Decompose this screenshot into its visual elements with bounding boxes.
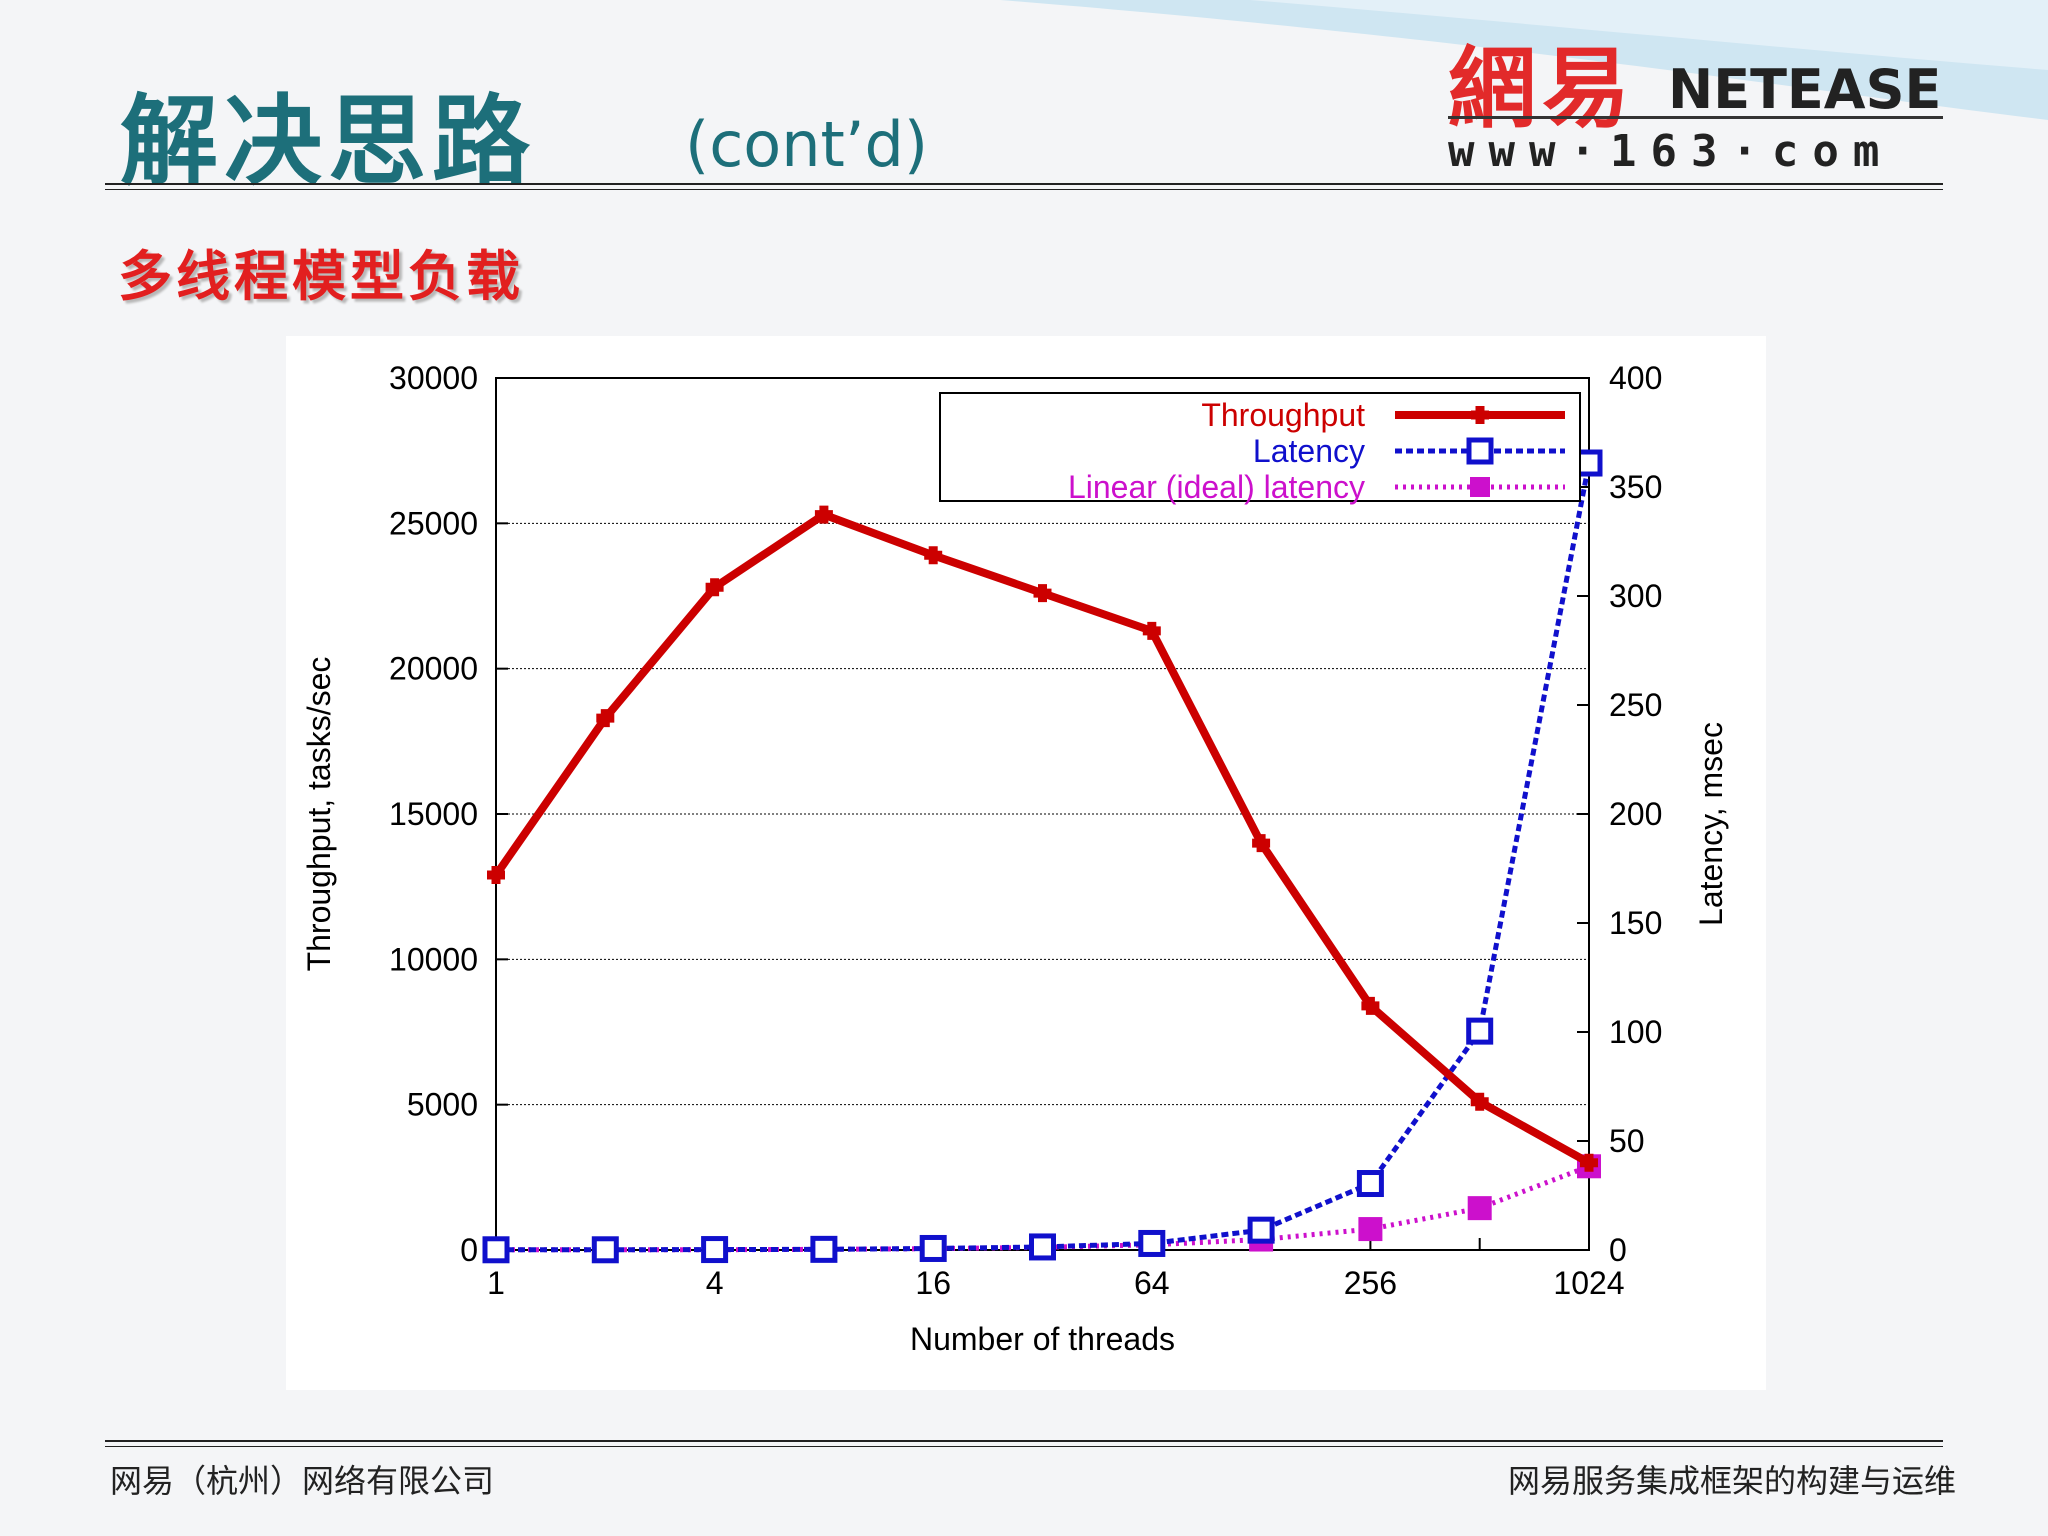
series-throughput: [487, 505, 1598, 1172]
series-layer: [482, 449, 1603, 1264]
data-point: [1029, 1233, 1056, 1261]
y2-tick-label: 100: [1609, 1014, 1662, 1050]
throughput-latency-chart: 0 5000 10000 15000 20000 25000 30000 0 50 100 150 2…: [301, 360, 1729, 1357]
y2-tick-label: 350: [1609, 469, 1662, 505]
data-point: [919, 1234, 947, 1262]
logo-english: NETEASE: [1668, 58, 1942, 121]
data-point: [810, 1235, 838, 1263]
x-axis-label: Number of threads: [910, 1321, 1175, 1357]
y-tick-label: 20000: [389, 651, 478, 687]
data-point: [1033, 584, 1052, 603]
logo-chinese: 網易: [1448, 36, 1637, 140]
y2-tick-label: 0: [1609, 1232, 1627, 1268]
data-point: [596, 709, 615, 728]
data-point: [487, 866, 505, 885]
data-point: [591, 1236, 619, 1264]
y-tick-label: 15000: [389, 796, 478, 832]
legend-marker: [1470, 477, 1490, 497]
series-line: [492, 510, 1591, 1167]
y-tick-label: 30000: [389, 360, 478, 396]
legend-marker: [1466, 437, 1494, 465]
footer-rule-thin: [105, 1446, 1943, 1447]
y2-tick-label: 150: [1609, 905, 1662, 941]
chart-panel: 0 5000 10000 15000 20000 25000 30000 0 50 100 150 2…: [286, 336, 1766, 1390]
x-tick-label: 64: [1134, 1265, 1170, 1301]
data-point: [1356, 1170, 1384, 1198]
slide-title: 解决思路: [120, 84, 537, 199]
data-point: [1467, 1196, 1492, 1221]
footer-rule-thick: [105, 1440, 1943, 1442]
legend-label: Latency: [1253, 433, 1365, 469]
data-point: [1358, 1217, 1383, 1242]
series-latency: [482, 449, 1603, 1264]
slide-title-suffix: (cont’d): [685, 108, 929, 181]
data-point: [1361, 996, 1380, 1015]
grid-layer: [496, 522, 1589, 1106]
logo-url: www·163·com: [1448, 126, 1894, 177]
y2-tick-label: 50: [1609, 1123, 1645, 1159]
data-point: [482, 1236, 510, 1264]
footer-topic: 网易服务集成框架的构建与运维: [1507, 1462, 1956, 1500]
data-point: [1247, 1216, 1275, 1244]
legend-marker: [1471, 406, 1489, 424]
y2-tick-label: 250: [1609, 687, 1662, 723]
legend-label: Throughput: [1201, 397, 1365, 433]
y-tick-label: 25000: [389, 505, 478, 541]
tick-layer: 0 5000 10000 15000 20000 25000 30000 0 50 100 150 2…: [389, 360, 1662, 1301]
footer-company: 网易（杭州）网络有限公司: [110, 1462, 495, 1500]
x-tick-label: 256: [1344, 1265, 1397, 1301]
x-tick-label: 1024: [1553, 1265, 1624, 1301]
data-point: [1142, 621, 1161, 640]
header-rule-thin: [105, 189, 1943, 190]
legend-label: Linear (ideal) latency: [1068, 469, 1365, 505]
y2-tick-label: 400: [1609, 360, 1662, 396]
logo-divider: [1448, 116, 1943, 119]
slide-subtitle: 多线程模型负载: [118, 245, 524, 308]
data-point: [924, 546, 943, 565]
data-point: [1575, 449, 1603, 477]
data-point: [1470, 1092, 1489, 1111]
series-line: [496, 462, 1592, 1253]
y-tick-label: 5000: [407, 1087, 478, 1123]
x-tick-label: 4: [706, 1265, 724, 1301]
y2-tick-label: 200: [1609, 796, 1662, 832]
y-tick-label: 0: [460, 1232, 478, 1268]
netease-logo: 網易 NETEASE www·163·com: [1448, 18, 1948, 177]
y2-tick-label: 300: [1609, 578, 1662, 614]
header-swoosh: [1000, 0, 2048, 120]
header-rule-thick: [105, 183, 1943, 185]
data-point: [705, 578, 724, 597]
data-point: [701, 1236, 729, 1264]
y-axis-label: Throughput, tasks/sec: [301, 657, 337, 972]
data-point: [814, 505, 833, 524]
data-point: [1580, 1153, 1598, 1172]
data-point: [1466, 1017, 1494, 1045]
data-point: [1252, 834, 1271, 853]
y-tick-label: 10000: [389, 941, 478, 977]
x-tick-label: 1: [487, 1265, 505, 1301]
y2-axis-label: Latency, msec: [1693, 722, 1729, 926]
x-tick-label: 16: [915, 1265, 951, 1301]
data-point: [1138, 1229, 1166, 1257]
